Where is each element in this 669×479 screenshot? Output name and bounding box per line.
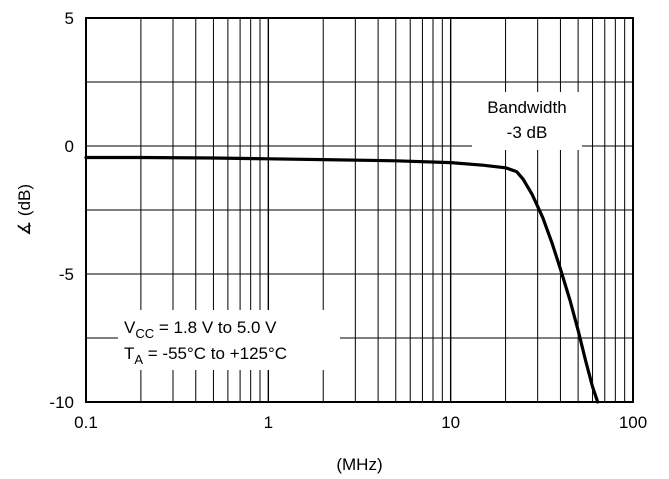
series-line (84, 155, 600, 404)
x-tick-label: 10 (441, 413, 460, 432)
annotations: Bandwidth -3 dB VCC = 1.8 V to 5.0 V TA = -… (118, 92, 582, 370)
x-tick-label: 1 (264, 413, 273, 432)
series (84, 155, 600, 404)
conditions-annotation: TA = -55°C to +125°C (124, 344, 287, 367)
y-tick-label: -10 (49, 393, 74, 412)
y-tick-label: 5 (65, 9, 74, 28)
bandwidth-annotation: Bandwidth (487, 98, 566, 117)
y-axis-label: ∡ (dB) (15, 184, 34, 236)
conditions-annotation: VCC = 1.8 V to 5.0 V (124, 318, 277, 341)
conditions-label-bg (118, 310, 340, 370)
x-axis-label: (MHz) (336, 455, 382, 474)
bandwidth-label-bg (472, 92, 582, 150)
x-tick-label: 0.1 (74, 413, 98, 432)
bandwidth-annotation: -3 dB (507, 123, 548, 142)
tick-labels: 0.1 1 10 100 5 0 -5 -10 (49, 9, 647, 432)
grid (86, 18, 633, 402)
y-tick-label: -5 (59, 265, 74, 284)
y-tick-label: 0 (65, 137, 74, 156)
plot-frame (85, 17, 634, 403)
x-tick-label: 100 (619, 413, 647, 432)
